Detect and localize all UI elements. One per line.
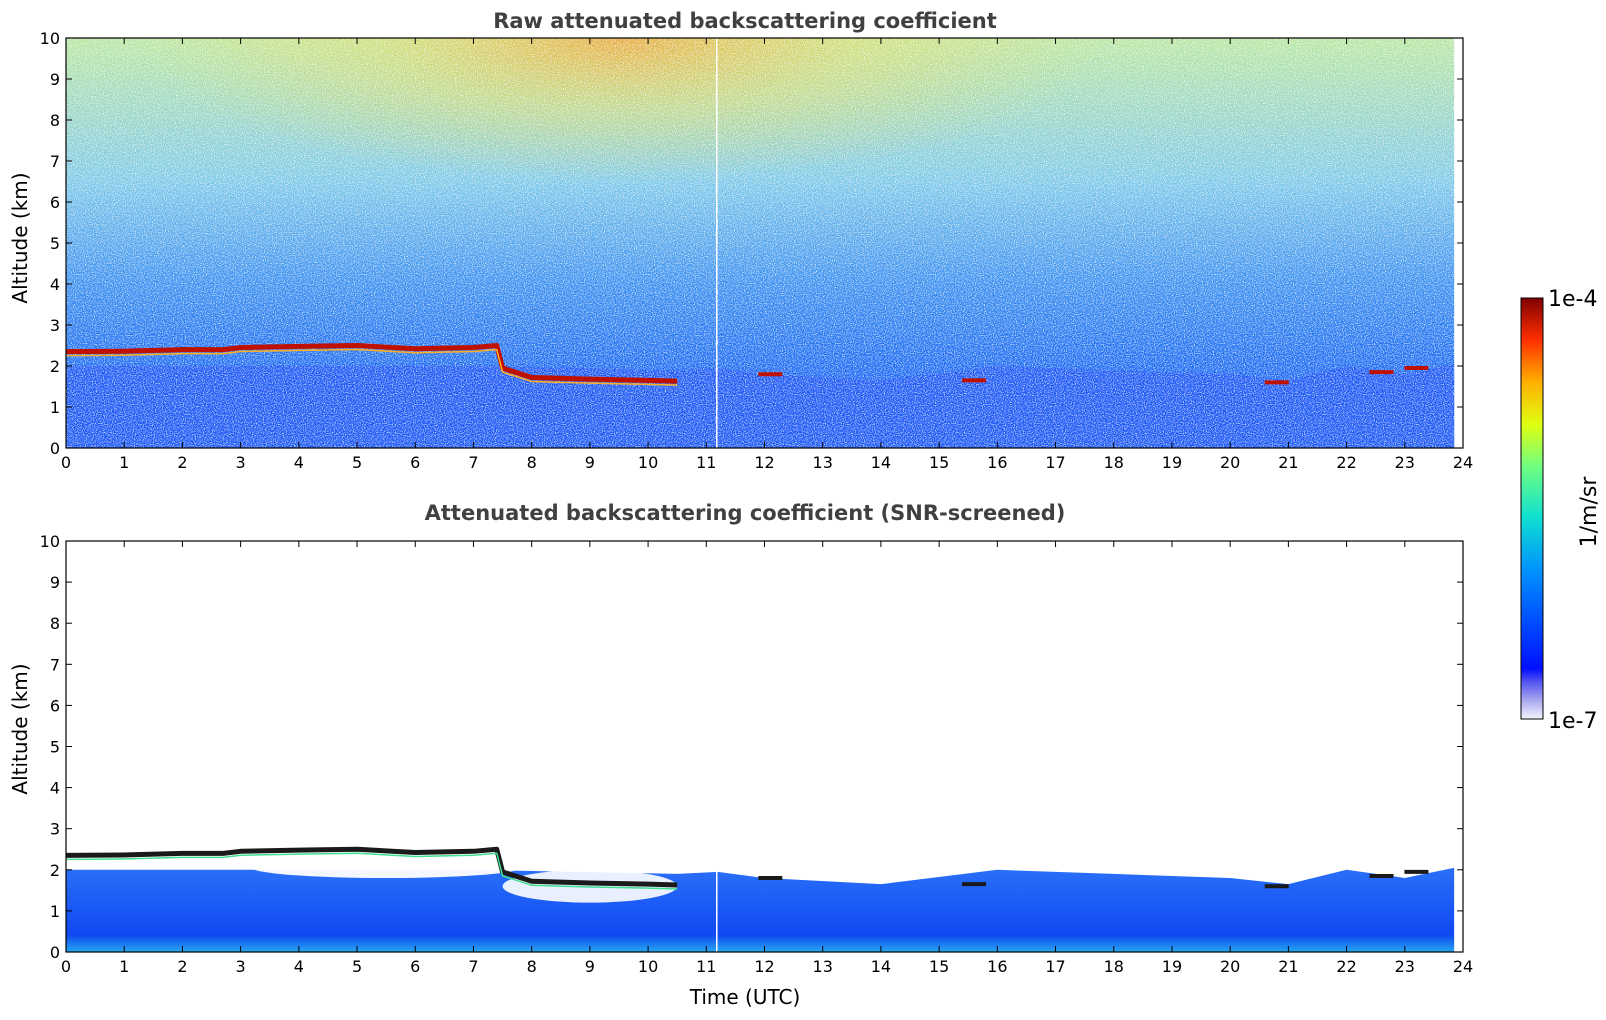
colorbar-unit-label: 1/m/sr (1577, 476, 1602, 548)
screened-x-tick-label: 14 (871, 957, 891, 976)
screened-y-tick-label: 10 (40, 532, 60, 551)
raw-x-tick-label: 21 (1278, 453, 1298, 472)
raw-y-tick-label: 3 (50, 316, 60, 335)
raw-panel-title: Raw attenuated backscattering coefficien… (493, 9, 997, 33)
raw-y-tick-label: 5 (50, 234, 60, 253)
screened-x-tick-label: 9 (585, 957, 595, 976)
screened-x-tick-label: 22 (1336, 957, 1356, 976)
raw-x-tick-label: 0 (61, 453, 71, 472)
raw-x-tick-label: 3 (236, 453, 246, 472)
screened-axes: 0 1 2 3 4 5 6 7 8 9 10 11 12 13 14 15 16 17 18 19 20 21 22 23 24… (40, 532, 1474, 976)
screened-x-tick-label: 3 (236, 957, 246, 976)
screened-x-tick-label: 15 (929, 957, 949, 976)
screened-cloud-layer-line (66, 846, 678, 888)
screened-y-tick-label: 9 (50, 573, 60, 592)
screened-x-tick-label: 0 (61, 957, 71, 976)
raw-heatmap (66, 38, 1455, 448)
screened-y-tick-label: 5 (50, 738, 60, 757)
raw-y-tick-label: 2 (50, 357, 60, 376)
raw-x-tick-label: 9 (585, 453, 595, 472)
x-axis-label: Time (UTC) (689, 985, 801, 1009)
screened-x-tick-label: 1 (119, 957, 129, 976)
screened-x-tick-label: 19 (1162, 957, 1182, 976)
raw-x-tick-label: 24 (1453, 453, 1473, 472)
screened-boundary-layer (66, 867, 1455, 952)
screened-y-tick-label: 7 (50, 655, 60, 674)
raw-x-tick-label: 1 (119, 453, 129, 472)
screened-x-tick-label: 24 (1453, 957, 1473, 976)
screened-panel-title: Attenuated backscattering coefficient (S… (425, 501, 1066, 525)
raw-y-tick-label: 0 (50, 439, 60, 458)
raw-heatmap-layer (66, 38, 1455, 448)
screened-x-tick-label: 6 (410, 957, 420, 976)
colorbar: 1e-4 1e-7 1/m/sr (1520, 287, 1602, 734)
screened-x-tick-label: 17 (1045, 957, 1065, 976)
raw-x-tick-label: 6 (410, 453, 420, 472)
raw-x-tick-label: 13 (813, 453, 833, 472)
raw-x-tick-label: 19 (1162, 453, 1182, 472)
screened-y-tick-label: 2 (50, 861, 60, 880)
raw-x-tick-label: 2 (177, 453, 187, 472)
screened-y-tick-label: 8 (50, 614, 60, 633)
screened-x-tick-label: 4 (294, 957, 304, 976)
screened-x-tick-label: 23 (1395, 957, 1415, 976)
colorbar-max-label: 1e-4 (1548, 287, 1597, 312)
raw-y-axis-label: Altitude (km) (8, 172, 32, 303)
raw-cloud-layer-edge (66, 348, 678, 386)
screened-x-tick-label: 20 (1220, 957, 1240, 976)
screened-heatmap-layer (66, 541, 1455, 952)
screened-y-axis-label: Altitude (km) (8, 663, 32, 794)
screened-clear-gap (252, 857, 521, 879)
raw-y-tick-label: 1 (50, 398, 60, 417)
screened-x-tick-label: 12 (754, 957, 774, 976)
colorbar-min-label: 1e-7 (1548, 709, 1597, 734)
screened-x-tick-label: 8 (527, 957, 537, 976)
raw-x-tick-label: 23 (1395, 453, 1415, 472)
raw-x-tick-label: 10 (638, 453, 658, 472)
raw-axes: 0 1 2 3 4 5 6 7 8 9 10 11 12 13 14 15 16 17 18 19 20 21 22 23 24… (40, 29, 1474, 472)
raw-x-tick-label: 16 (987, 453, 1007, 472)
raw-y-tick-label: 9 (50, 70, 60, 89)
raw-x-tick-label: 17 (1045, 453, 1065, 472)
raw-x-tick-label: 15 (929, 453, 949, 472)
screened-x-tick-label: 18 (1104, 957, 1124, 976)
raw-y-tick-label: 4 (50, 275, 60, 294)
raw-x-tick-label: 4 (294, 453, 304, 472)
screened-x-tick-label: 2 (177, 957, 187, 976)
screened-y-tick-label: 4 (50, 779, 60, 798)
raw-x-tick-label: 5 (352, 453, 362, 472)
raw-x-tick-label: 18 (1104, 453, 1124, 472)
screened-y-tick-label: 0 (50, 943, 60, 962)
raw-x-tick-label: 11 (696, 453, 716, 472)
screened-x-tick-label: 5 (352, 957, 362, 976)
screened-x-tick-label: 10 (638, 957, 658, 976)
screened-x-tick-label: 21 (1278, 957, 1298, 976)
raw-x-tick-label: 20 (1220, 453, 1240, 472)
raw-y-tick-label: 7 (50, 152, 60, 171)
screened-cloud-layer-edge (66, 852, 678, 890)
raw-y-tick-label: 8 (50, 111, 60, 130)
screened-y-tick-label: 6 (50, 696, 60, 715)
raw-x-tick-label: 22 (1336, 453, 1356, 472)
screened-y-tick-label: 1 (50, 902, 60, 921)
screened-x-tick-label: 16 (987, 957, 1007, 976)
raw-y-tick-label: 6 (50, 193, 60, 212)
raw-noise-speckle (66, 38, 1455, 448)
raw-x-tick-label: 8 (527, 453, 537, 472)
screened-backscatter-panel: Attenuated backscattering coefficient (S… (8, 501, 1473, 1009)
screened-x-tick-label: 13 (813, 957, 833, 976)
raw-x-tick-label: 14 (871, 453, 891, 472)
screened-heatmap (66, 541, 1455, 952)
raw-x-tick-label: 12 (754, 453, 774, 472)
raw-backscatter-panel: Raw attenuated backscattering coefficien… (8, 9, 1473, 472)
screened-x-tick-label: 11 (696, 957, 716, 976)
raw-cloud-layer-line (66, 343, 678, 384)
screened-x-tick-label: 7 (468, 957, 478, 976)
colorbar-gradient (1520, 297, 1544, 720)
raw-y-tick-label: 10 (40, 29, 60, 48)
screened-y-tick-label: 3 (50, 820, 60, 839)
raw-x-tick-label: 7 (468, 453, 478, 472)
